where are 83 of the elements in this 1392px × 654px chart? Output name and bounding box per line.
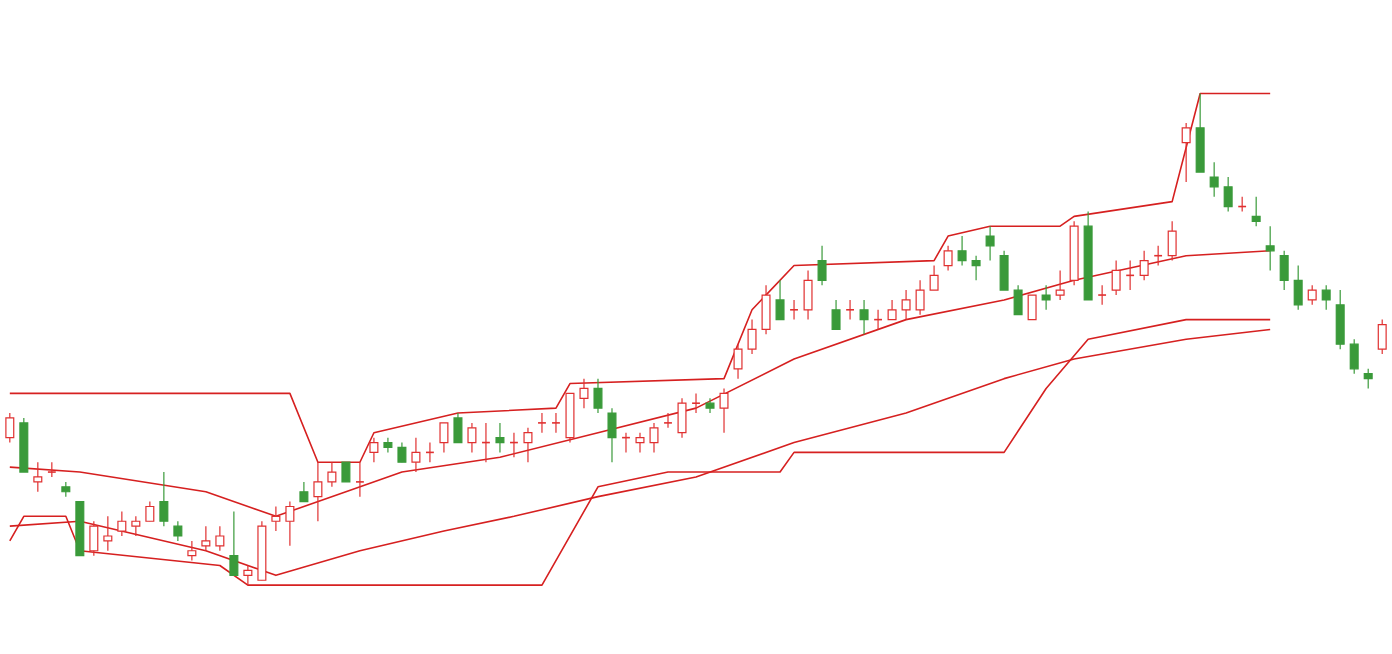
candlestick — [1335, 289, 1345, 350]
candlestick — [467, 422, 477, 453]
candlestick — [1027, 294, 1037, 321]
candlestick — [803, 269, 813, 321]
candlestick — [327, 461, 337, 488]
candlestick — [1251, 196, 1261, 227]
candlestick — [1293, 264, 1303, 311]
candlestick — [733, 343, 743, 380]
candlestick — [173, 520, 183, 542]
candlestick — [1279, 250, 1289, 291]
candlestick — [915, 279, 925, 316]
candlestick — [1265, 225, 1275, 272]
candlestick — [551, 412, 561, 434]
candlestick — [985, 225, 995, 262]
candlestick — [5, 412, 15, 444]
candlestick — [285, 500, 295, 547]
candlestick — [1041, 284, 1051, 311]
candlestick — [1223, 176, 1233, 213]
candlestick — [439, 422, 449, 453]
candlestick — [957, 235, 967, 267]
candlestick — [887, 299, 897, 321]
candlestick — [831, 299, 841, 331]
candlestick — [313, 461, 323, 522]
candlestick — [593, 378, 603, 414]
candlestick — [33, 461, 43, 493]
candlestick — [397, 441, 407, 463]
candlestick — [1139, 250, 1149, 281]
candlestick — [1195, 92, 1205, 173]
candlestick — [145, 500, 155, 522]
candlestick — [537, 412, 547, 434]
candlestick — [999, 250, 1009, 291]
candlestick — [1377, 319, 1387, 355]
candlestick — [691, 392, 701, 414]
candlestick — [131, 515, 141, 537]
candlestick — [1167, 220, 1177, 262]
candlestick — [1363, 368, 1373, 390]
candlestick — [229, 510, 239, 576]
candlestick — [159, 471, 169, 527]
candlestick — [369, 437, 379, 463]
candlestick — [187, 540, 197, 562]
candlestick — [579, 378, 589, 409]
candlestick — [859, 299, 869, 335]
candlestick — [271, 505, 281, 532]
candlestick — [1321, 284, 1331, 311]
candlestick — [1111, 260, 1121, 296]
candlestick — [1307, 284, 1317, 306]
candlestick — [1097, 284, 1107, 306]
candlestick — [1181, 122, 1191, 183]
candlestick — [719, 387, 729, 434]
candlestick — [1013, 284, 1023, 316]
candlestick — [1055, 269, 1065, 301]
candlestick — [789, 299, 799, 321]
candlestick — [201, 525, 211, 552]
candlestick — [523, 427, 533, 463]
candlestick — [761, 284, 771, 335]
candlestick — [565, 392, 575, 444]
candlestick — [299, 481, 309, 503]
candlestick — [607, 407, 617, 463]
candlestick — [453, 412, 463, 444]
candlestick — [1349, 338, 1359, 375]
candlestick — [103, 515, 113, 552]
candlestick — [705, 397, 715, 414]
candlestick — [89, 520, 99, 557]
candlestick — [117, 510, 127, 537]
candlestick — [943, 245, 953, 272]
candlestick — [411, 437, 421, 473]
candlestick — [901, 289, 911, 321]
candlestick — [1209, 161, 1219, 198]
candlestick — [635, 432, 645, 453]
candlestick — [495, 422, 505, 453]
candlestick — [677, 397, 687, 439]
candlestick — [215, 525, 225, 552]
candlestick — [243, 564, 253, 586]
candlestick — [845, 299, 855, 321]
candlestick — [341, 461, 351, 483]
candlestick — [775, 279, 785, 321]
candlestick — [355, 461, 365, 498]
candlestick — [971, 255, 981, 281]
candlestick — [929, 264, 939, 291]
candlestick — [649, 422, 659, 453]
candlestick — [663, 412, 673, 429]
candlestick — [817, 245, 827, 286]
candlestick — [747, 319, 757, 355]
